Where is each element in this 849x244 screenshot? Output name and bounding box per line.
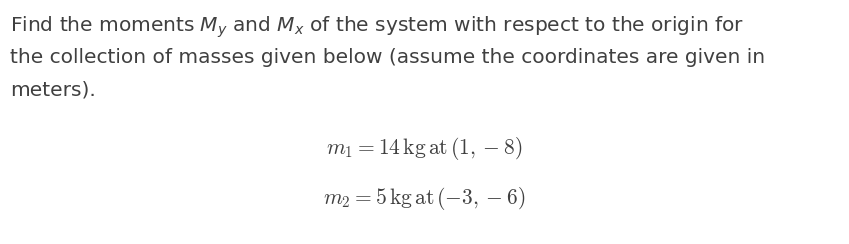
- Text: the collection of masses given below (assume the coordinates are given in: the collection of masses given below (as…: [10, 48, 765, 67]
- Text: $m_2 = 5\,\mathrm{kg\,at}\,(-3, -6)$: $m_2 = 5\,\mathrm{kg\,at}\,(-3, -6)$: [323, 185, 526, 212]
- Text: $m_1 = 14\,\mathrm{kg\,at}\,(1, -8)$: $m_1 = 14\,\mathrm{kg\,at}\,(1, -8)$: [326, 135, 523, 162]
- Text: meters).: meters).: [10, 81, 96, 100]
- Text: Find the moments $M_y$ and $M_x$ of the system with respect to the origin for: Find the moments $M_y$ and $M_x$ of the …: [10, 15, 744, 41]
